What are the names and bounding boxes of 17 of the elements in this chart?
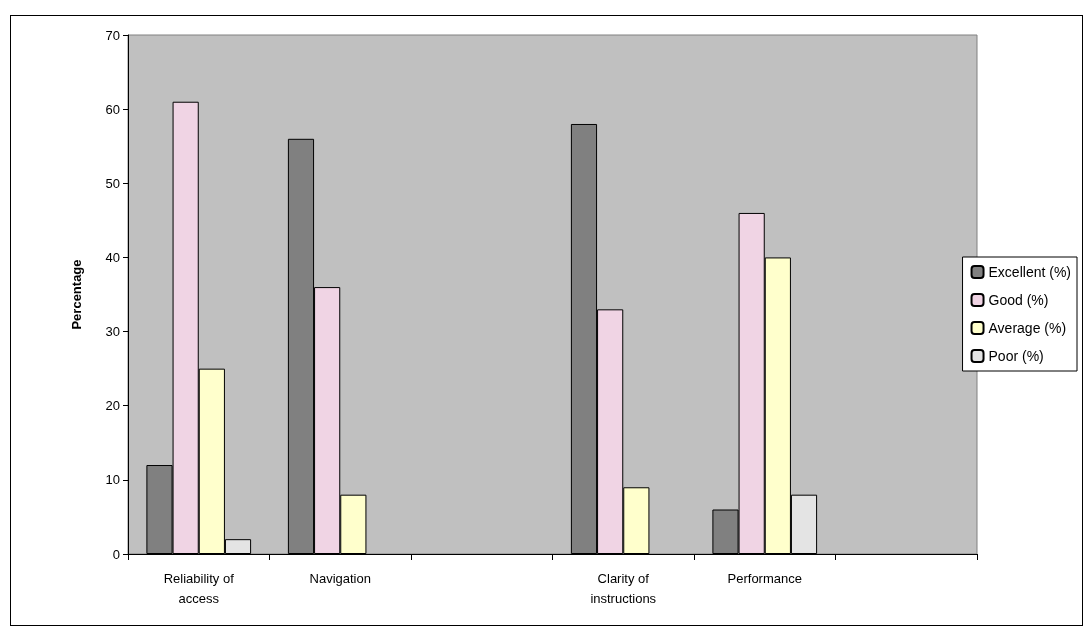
x-tick-label: Reliability of access bbox=[163, 570, 235, 606]
x-tick-label: Clarity of instructions bbox=[590, 570, 657, 606]
legend-label: Excellent (%) bbox=[988, 264, 1071, 280]
y-tick-label: 30 bbox=[105, 324, 120, 340]
y-tick-label: 50 bbox=[105, 175, 120, 191]
legend-label: Good (%) bbox=[988, 292, 1049, 308]
x-tick-label: Navigation bbox=[309, 570, 371, 586]
y-tick-label: 70 bbox=[105, 27, 120, 43]
legend-label: Poor (%) bbox=[988, 348, 1044, 364]
y-axis-title: Percentage bbox=[69, 259, 84, 330]
x-tick-label: Performance bbox=[727, 570, 802, 586]
y-tick-label: 10 bbox=[105, 472, 120, 488]
y-tick-label: 60 bbox=[105, 101, 120, 117]
y-tick-label: 20 bbox=[105, 398, 120, 414]
y-tick-label: 40 bbox=[105, 249, 120, 265]
legend-label: Average (%) bbox=[988, 320, 1067, 336]
y-tick-label: 0 bbox=[112, 546, 120, 562]
